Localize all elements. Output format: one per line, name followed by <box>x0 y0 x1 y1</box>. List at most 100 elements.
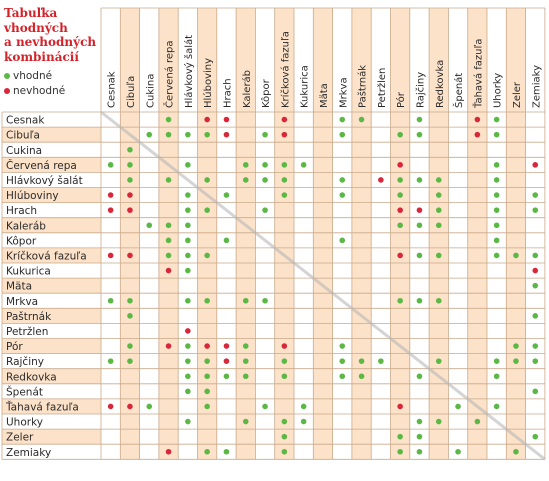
good-combination-dot <box>397 177 403 183</box>
title-line: a nevhodných <box>4 35 97 49</box>
bad-combination-dot <box>397 162 403 168</box>
good-combination-dot <box>435 252 442 259</box>
table-title: Tabuľka vhodných a nevhodných kombinácií <box>4 6 100 64</box>
good-combination-dot <box>493 131 500 138</box>
good-combination-dot <box>416 297 423 304</box>
column-band <box>429 8 449 460</box>
row-label: Zeler <box>6 432 34 444</box>
bad-combination-dot <box>281 343 288 349</box>
column-header: Uhorky <box>493 73 504 108</box>
column-band <box>274 8 294 460</box>
good-combination-dot <box>242 418 249 425</box>
good-combination-dot <box>185 237 191 244</box>
good-combination-dot <box>493 207 500 213</box>
column-band <box>390 8 410 460</box>
bad-combination-dot <box>474 131 481 138</box>
row-band <box>2 429 101 445</box>
good-combination-dot <box>358 116 365 123</box>
column-header: Zemiaky <box>531 65 542 108</box>
good-combination-dot <box>185 358 191 364</box>
good-combination-dot <box>435 297 442 304</box>
column-band <box>313 8 333 460</box>
bad-combination-dot <box>127 192 133 198</box>
good-combination-dot <box>185 207 191 213</box>
column-header: Cesnak <box>107 71 118 108</box>
row-band <box>2 217 101 233</box>
column-header: Kaleráb <box>241 70 253 108</box>
row-label: Zemiaky <box>6 447 51 459</box>
column-header: Hrach <box>222 78 233 108</box>
column-header: Mrkva <box>338 77 349 108</box>
good-combination-dot <box>281 418 288 425</box>
good-combination-dot <box>435 358 442 364</box>
good-combination-dot <box>127 162 133 168</box>
row-band <box>2 247 101 263</box>
row-band <box>2 187 101 203</box>
good-combination-dot <box>300 418 307 425</box>
column-header: Rajčiny <box>414 72 426 108</box>
good-combination-dot <box>493 177 500 183</box>
row-label: Cibuľa <box>6 130 40 142</box>
bad-combination-dot <box>532 267 539 274</box>
good-combination-dot <box>513 343 519 349</box>
column-header: Červená repa <box>163 41 176 108</box>
column-band <box>158 8 179 460</box>
row-label: Pór <box>6 341 23 353</box>
good-combination-dot <box>416 433 423 440</box>
bad-combination-dot <box>378 177 384 183</box>
bad-combination-dot <box>223 358 230 364</box>
good-combination-dot <box>493 252 500 259</box>
column-header: Kríčková fazuľa <box>279 31 291 108</box>
bad-combination-dot <box>281 116 288 123</box>
good-combination-dot <box>185 373 191 380</box>
row-label: Mrkva <box>6 296 38 308</box>
row-label: Cesnak <box>6 115 45 127</box>
good-combination-dot <box>339 373 346 380</box>
good-combination-dot <box>435 222 442 229</box>
column-band <box>467 8 487 460</box>
good-combination-dot <box>127 358 133 364</box>
good-combination-dot <box>262 403 268 410</box>
good-combination-dot <box>185 343 191 349</box>
legend-good-label: vhodné <box>13 70 53 82</box>
good-combination-dot <box>416 116 423 123</box>
bad-combination-dot <box>397 207 403 213</box>
good-combination-dot <box>262 162 268 168</box>
row-label: Špenát <box>6 385 43 398</box>
good-combination-dot <box>281 373 288 380</box>
good-combination-dot <box>185 222 191 229</box>
good-combination-dot <box>185 131 191 138</box>
good-combination-dot <box>416 418 423 425</box>
row-band <box>2 368 101 384</box>
column-band <box>197 8 217 460</box>
good-combination-dot <box>204 373 210 380</box>
good-combination-dot <box>242 343 249 349</box>
bad-combination-dot <box>165 343 172 349</box>
bad-combination-dot <box>107 403 114 410</box>
column-header: Petržlen <box>376 68 388 108</box>
bad-combination-dot <box>204 116 210 123</box>
good-combination-dot <box>107 162 114 168</box>
column-header: Cibuľa <box>126 76 137 108</box>
good-combination-dot <box>242 162 249 168</box>
good-combination-dot <box>185 418 191 425</box>
column-header: Pór <box>395 91 407 108</box>
good-combination-dot <box>127 343 133 349</box>
good-combination-dot <box>532 433 539 440</box>
column-band <box>236 8 256 460</box>
green-dot-icon <box>4 73 10 79</box>
good-combination-dot <box>242 373 249 380</box>
good-combination-dot <box>262 297 268 304</box>
good-combination-dot <box>339 177 346 183</box>
good-combination-dot <box>127 146 133 153</box>
good-combination-dot <box>416 252 423 259</box>
title-line: Tabuľka <box>4 6 58 20</box>
good-combination-dot <box>532 282 539 289</box>
good-combination-dot <box>300 403 307 410</box>
bad-combination-dot <box>397 403 403 410</box>
column-header: Cukina <box>145 74 156 108</box>
row-label: Kukurica <box>6 266 51 278</box>
good-combination-dot <box>416 222 423 229</box>
